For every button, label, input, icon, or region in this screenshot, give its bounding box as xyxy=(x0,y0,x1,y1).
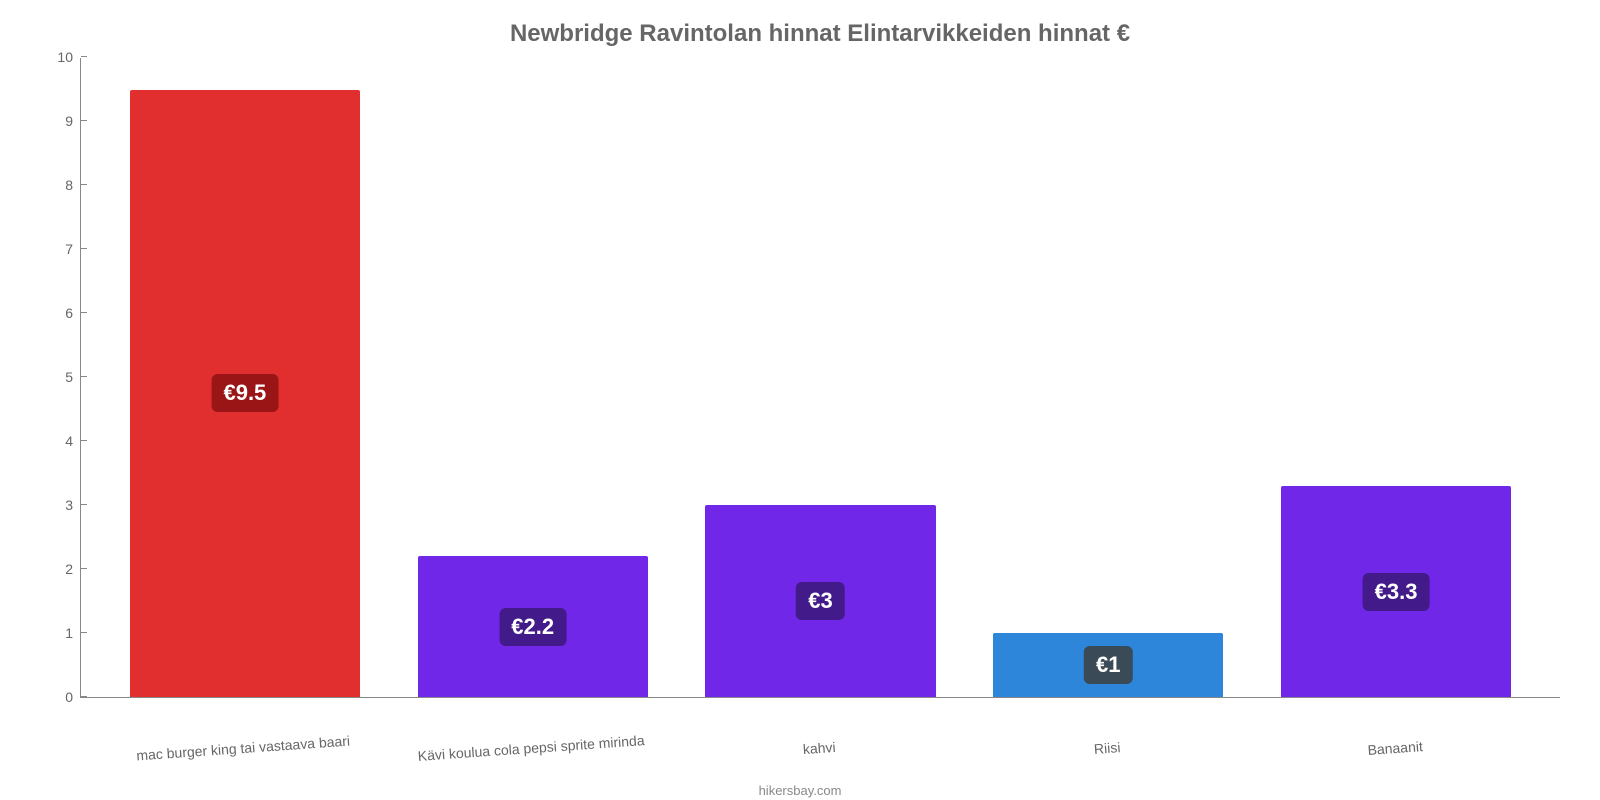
y-tick-mark xyxy=(81,696,87,697)
bar-value-label: €3.3 xyxy=(1363,573,1430,611)
y-tick-label: 1 xyxy=(65,625,73,641)
x-axis-labels: mac burger king tai vastaava baariKävi k… xyxy=(80,740,1560,780)
attribution: hikersbay.com xyxy=(759,783,842,798)
bar-value-label: €1 xyxy=(1084,646,1132,684)
y-axis: 012345678910 xyxy=(41,58,81,697)
y-tick-mark xyxy=(81,632,87,633)
chart-container: Newbridge Ravintolan hinnat Elintarvikke… xyxy=(0,0,1600,800)
x-tick-label: Riisi xyxy=(963,730,1253,790)
y-tick-mark xyxy=(81,120,87,121)
y-tick-mark xyxy=(81,440,87,441)
y-tick-label: 6 xyxy=(65,305,73,321)
bar-value-label: €2.2 xyxy=(499,608,566,646)
y-tick-mark xyxy=(81,56,87,57)
y-tick-label: 5 xyxy=(65,369,73,385)
y-tick-label: 10 xyxy=(57,49,73,65)
bar-group: €1 xyxy=(964,58,1252,697)
plot-area: 012345678910 €9.5€2.2€3€1€3.3 xyxy=(80,58,1560,698)
y-tick-mark xyxy=(81,376,87,377)
y-tick-label: 4 xyxy=(65,433,73,449)
y-tick-label: 8 xyxy=(65,177,73,193)
bar-group: €2.2 xyxy=(389,58,677,697)
bar: €3.3 xyxy=(1281,486,1511,697)
bar: €2.2 xyxy=(418,556,648,697)
x-tick-label: mac burger king tai vastaava baari xyxy=(99,730,389,790)
x-tick-label: kahvi xyxy=(675,730,965,790)
chart-title: Newbridge Ravintolan hinnat Elintarvikke… xyxy=(80,20,1560,48)
bar-value-label: €9.5 xyxy=(211,374,278,412)
y-tick-label: 9 xyxy=(65,113,73,129)
y-tick-mark xyxy=(81,184,87,185)
y-tick-mark xyxy=(81,312,87,313)
x-tick-label: Kävi koulua cola pepsi sprite mirinda xyxy=(387,730,677,790)
y-tick-label: 7 xyxy=(65,241,73,257)
y-tick-mark xyxy=(81,248,87,249)
y-tick-mark xyxy=(81,504,87,505)
y-tick-label: 3 xyxy=(65,497,73,513)
bar-group: €3.3 xyxy=(1252,58,1540,697)
bar-group: €9.5 xyxy=(101,58,389,697)
y-tick-label: 0 xyxy=(65,689,73,705)
bar-group: €3 xyxy=(677,58,965,697)
bar: €9.5 xyxy=(130,90,360,697)
bars-area: €9.5 €2.2 €3 €1 €3.3 xyxy=(81,58,1560,697)
y-tick-mark xyxy=(81,568,87,569)
bar: €1 xyxy=(993,633,1223,697)
bar: €3 xyxy=(705,505,935,697)
x-tick-label: Banaanit xyxy=(1251,730,1541,790)
bar-value-label: €3 xyxy=(796,582,844,620)
y-tick-label: 2 xyxy=(65,561,73,577)
